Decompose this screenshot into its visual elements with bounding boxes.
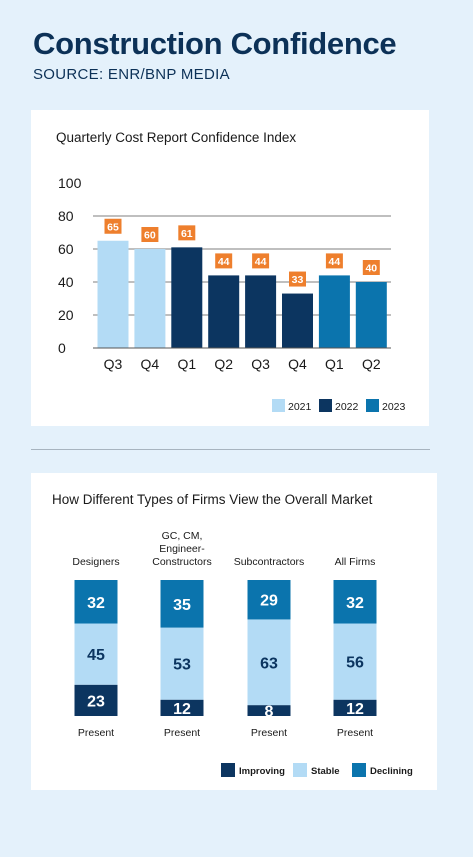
category-label: Designers — [72, 556, 119, 568]
legend-label-2023: 2023 — [382, 401, 406, 413]
period-label: Present — [337, 727, 373, 739]
segment-value-label: 63 — [260, 655, 278, 672]
value-label-box — [252, 253, 270, 269]
confidence-index-chart: 0 20 40 60 80 100 65 Q3 60 Q4 61 Q1 44 Q2 44 Q3 33 Q4 44 Q1… — [58, 175, 406, 413]
bar-2023-q2 — [355, 282, 387, 348]
value-label-box — [362, 260, 380, 275]
bar-2022-q1 — [171, 247, 203, 348]
legend-swatch-stable — [293, 763, 307, 777]
segment-value-label: 29 — [260, 593, 278, 610]
legend-swatch-improving — [221, 763, 235, 777]
value-label: 44 — [255, 256, 267, 268]
value-label: 44 — [329, 256, 341, 268]
segment-value-label: 32 — [346, 595, 364, 612]
legend-label-2022: 2022 — [335, 401, 359, 413]
x-tick-label: Q1 — [177, 356, 196, 372]
category-label: Engineer- — [159, 543, 205, 555]
y-tick-label: 0 — [58, 340, 66, 356]
period-label: Present — [164, 727, 200, 739]
period-label: Present — [78, 727, 114, 739]
segment-improving — [74, 684, 118, 716]
segment-stable — [160, 627, 204, 700]
legend-label-improving: Improving — [239, 766, 285, 777]
legend-label-2021: 2021 — [288, 401, 312, 413]
category-label: GC, CM, — [162, 530, 203, 542]
value-label: 44 — [218, 256, 230, 268]
x-tick-label: Q3 — [251, 356, 270, 372]
chart-title-confidence-index: Quarterly Cost Report Confidence Index — [56, 130, 297, 145]
value-label: 61 — [181, 228, 193, 240]
bar-2021-q3 — [97, 240, 129, 348]
value-label-box — [104, 218, 122, 234]
segment-value-label: 8 — [265, 704, 274, 721]
bar-2023-q1 — [318, 275, 350, 348]
legend-swatch-2021 — [272, 399, 285, 412]
category-label: Constructors — [152, 556, 212, 568]
legend-swatch-2023 — [366, 399, 379, 412]
segment-improving — [247, 705, 291, 716]
segment-value-label: 12 — [346, 701, 364, 718]
legend: Improving Stable Declining — [221, 763, 413, 777]
period-label: Present — [251, 727, 287, 739]
y-tick-label: 60 — [58, 241, 74, 257]
confidence-index-card: Quarterly Cost Report Confidence Index 0… — [31, 110, 429, 426]
category-label: Subcontractors — [234, 556, 305, 568]
value-label: 65 — [107, 221, 119, 233]
segment-value-label: 32 — [87, 595, 105, 612]
segment-declining — [247, 580, 291, 620]
bar-2021-q4 — [134, 249, 166, 348]
segment-value-label: 35 — [173, 597, 191, 614]
x-tick-label: Q3 — [104, 356, 123, 372]
value-label-box — [215, 253, 233, 269]
page-title: Construction Confidence — [33, 26, 397, 61]
y-tick-label: 40 — [58, 274, 74, 290]
x-tick-label: Q1 — [325, 356, 344, 372]
legend-swatch-declining — [352, 763, 366, 777]
segment-value-label: 56 — [346, 655, 364, 672]
bar-2022-q4 — [282, 293, 313, 348]
x-tick-label: Q2 — [362, 356, 381, 372]
value-label-box — [141, 227, 159, 242]
legend-label-declining: Declining — [370, 766, 413, 777]
firm-views-card: How Different Types of Firms View the Ov… — [31, 473, 437, 790]
value-label-box — [289, 271, 306, 287]
segment-value-label: 12 — [173, 701, 191, 718]
segment-declining — [333, 580, 377, 624]
segment-stable — [74, 623, 118, 685]
legend-swatch-2022 — [319, 399, 332, 412]
segment-declining — [74, 580, 118, 624]
segment-stable — [333, 623, 377, 700]
segment-value-label: 23 — [87, 693, 105, 710]
category-label: All Firms — [335, 556, 376, 568]
legend-label-stable: Stable — [311, 766, 340, 777]
section-divider — [31, 449, 430, 450]
value-label-box — [325, 253, 343, 269]
segment-declining — [160, 580, 204, 628]
firm-views-chart: Designers 23 45 32 Present GC, CM,Engineer-Co… — [72, 530, 413, 777]
x-tick-label: Q4 — [288, 356, 307, 372]
segment-stable — [247, 619, 291, 706]
segment-value-label: 45 — [87, 647, 105, 664]
y-tick-label: 80 — [58, 208, 74, 224]
value-label: 33 — [292, 274, 304, 286]
y-tick-label: 100 — [58, 175, 82, 191]
bar-2022-q3 — [245, 275, 277, 348]
x-tick-label: Q2 — [214, 356, 233, 372]
segment-value-label: 53 — [173, 657, 191, 674]
chart-title-firm-views: How Different Types of Firms View the Ov… — [52, 492, 373, 507]
segment-improving — [160, 699, 204, 716]
page-subtitle: SOURCE: ENR/BNP MEDIA — [33, 66, 230, 83]
legend: 2021 2022 2023 — [272, 399, 406, 413]
x-tick-label: Q4 — [141, 356, 160, 372]
value-label: 40 — [365, 263, 377, 275]
y-tick-label: 20 — [58, 307, 74, 323]
value-label: 60 — [144, 230, 156, 242]
bar-2022-q2 — [208, 275, 240, 348]
value-label-box — [178, 225, 196, 241]
segment-improving — [333, 699, 377, 716]
